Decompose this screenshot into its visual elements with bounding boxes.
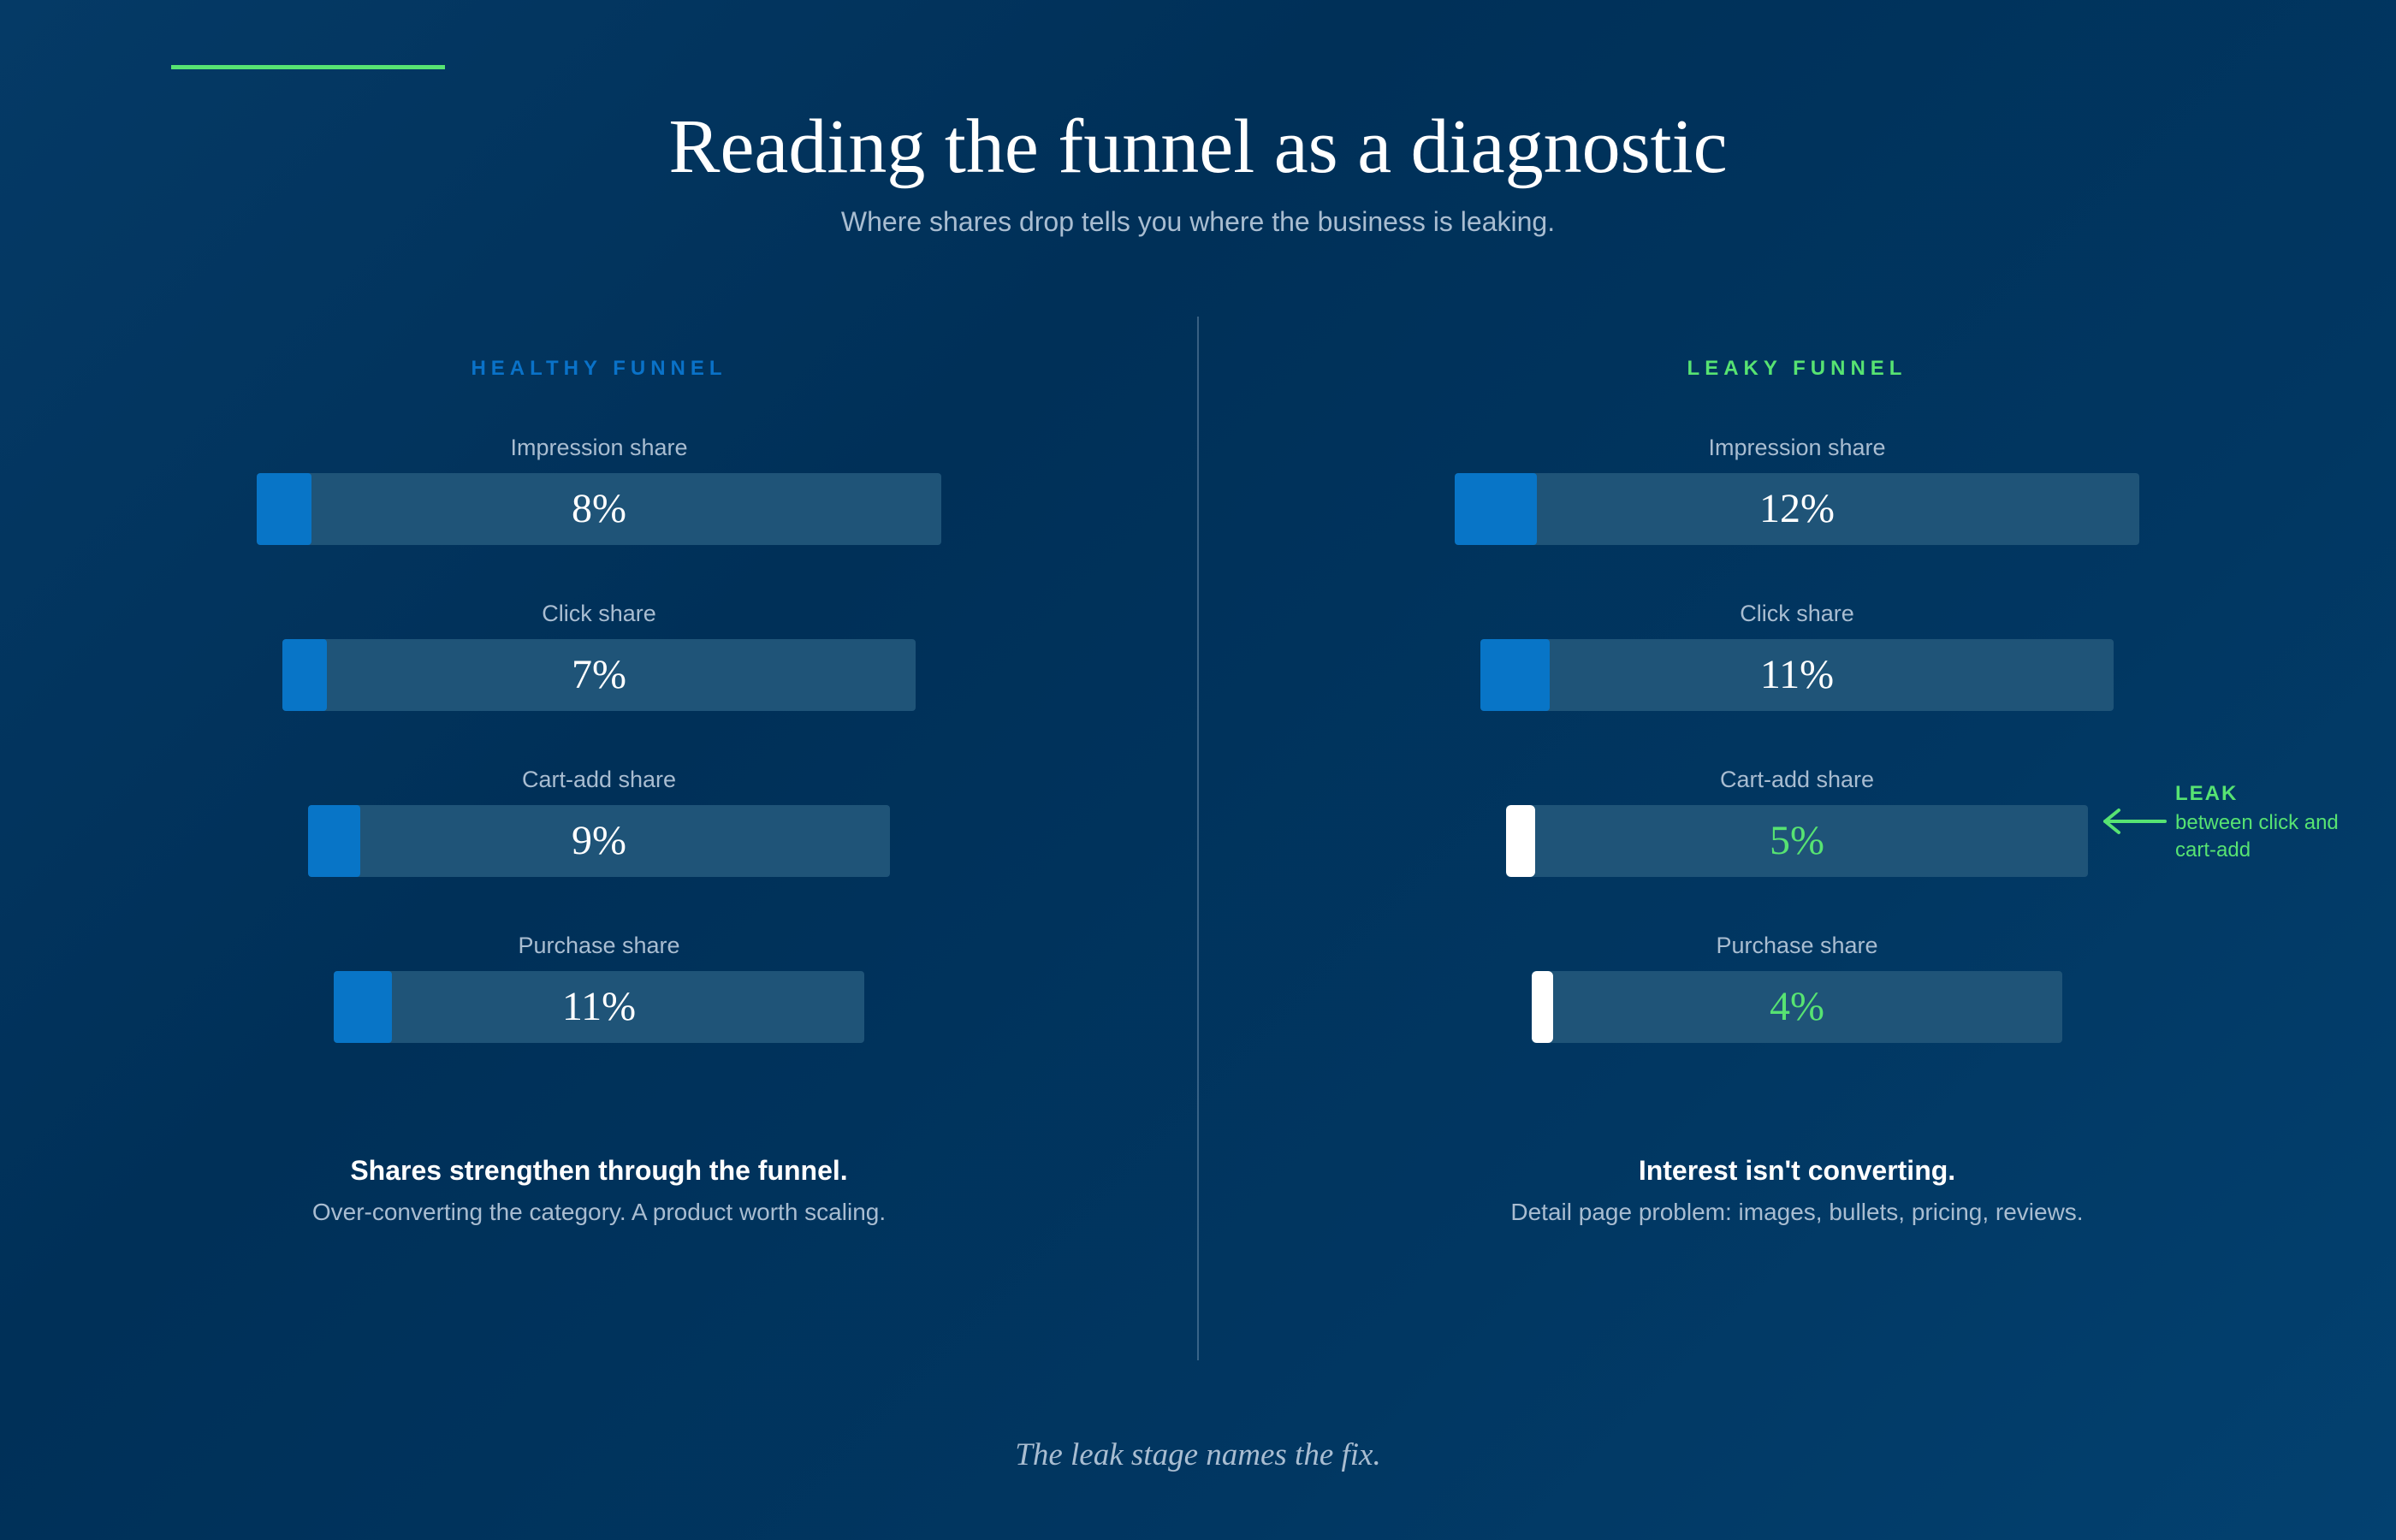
healthy-stage-value: 9% xyxy=(572,818,626,863)
panel-divider xyxy=(1197,317,1199,1360)
leaky-stage-bar-fill xyxy=(1480,639,1551,711)
accent-line xyxy=(171,65,445,69)
leaky-verdict-title: Interest isn't converting. xyxy=(1638,1155,1956,1186)
healthy-stage-bar-fill xyxy=(334,971,393,1043)
leaky-stage-bar: 5% xyxy=(1506,805,2088,877)
leaky-stage-bar-fill xyxy=(1532,971,1553,1043)
leak-callout-detail: between click and cart-add xyxy=(2175,811,2339,862)
healthy-verdict-title: Shares strengthen through the funnel. xyxy=(350,1155,848,1186)
healthy-stage-label: Click share xyxy=(542,601,656,626)
page-subtitle: Where shares drop tells you where the bu… xyxy=(840,206,1556,237)
leaky-stage-label: Purchase share xyxy=(1716,933,1878,958)
leaky-verdict-detail: Detail page problem: images, bullets, pr… xyxy=(1510,1199,2084,1225)
leaky-stage-label: Cart-add share xyxy=(1719,767,1875,792)
leaky-stage-label: Click share xyxy=(1740,601,1854,626)
leak-callout-label: LEAK xyxy=(2175,782,2239,805)
healthy-stage-label: Impression share xyxy=(510,435,688,460)
leaky-stage-bar: 11% xyxy=(1480,639,2114,711)
leaky-stage-bar: 12% xyxy=(1455,473,2139,545)
healthy-stage-label: Cart-add share xyxy=(521,767,677,792)
healthy-verdict-detail: Over-converting the category. A product … xyxy=(311,1199,887,1225)
healthy-funnel-panel: HEALTHY FUNNEL Impression share 8% Click… xyxy=(257,357,941,1225)
leaky-stage-label: Impression share xyxy=(1708,435,1886,460)
leaky-stage-bar-fill xyxy=(1506,805,1535,877)
healthy-stage-value: 7% xyxy=(572,652,626,697)
healthy-stage-bar: 7% xyxy=(282,639,916,711)
healthy-funnel-heading: HEALTHY FUNNEL xyxy=(471,357,727,380)
leaky-stage-value: 4% xyxy=(1770,984,1824,1029)
healthy-stage-bar-fill xyxy=(257,473,311,545)
leaky-funnel-panel: LEAKY FUNNEL Impression share 12% Click … xyxy=(1198,0,2396,1540)
healthy-stage-value: 8% xyxy=(572,486,626,531)
healthy-stage-bar: 11% xyxy=(334,971,864,1043)
healthy-stage-bar-fill xyxy=(282,639,327,711)
healthy-stage-bar-fill xyxy=(308,805,361,877)
leaky-stage-bar: 4% xyxy=(1532,971,2062,1043)
page-title: Reading the funnel as a diagnostic xyxy=(668,104,1728,189)
leaky-stage-value: 11% xyxy=(1759,652,1835,697)
healthy-stage-value: 11% xyxy=(561,984,637,1029)
healthy-stage-bar: 9% xyxy=(308,805,890,877)
leaky-funnel-heading: LEAKY FUNNEL xyxy=(1687,357,1907,380)
leaky-stage-value: 12% xyxy=(1759,486,1835,531)
leaky-stage-value: 5% xyxy=(1770,818,1824,863)
leaky-stage-bar-fill xyxy=(1455,473,1537,545)
footer-tagline: The leak stage names the fix. xyxy=(1015,1437,1381,1472)
healthy-stage-bar: 8% xyxy=(257,473,941,545)
healthy-stage-label: Purchase share xyxy=(518,933,680,958)
arrow-left-icon xyxy=(2103,808,2167,834)
